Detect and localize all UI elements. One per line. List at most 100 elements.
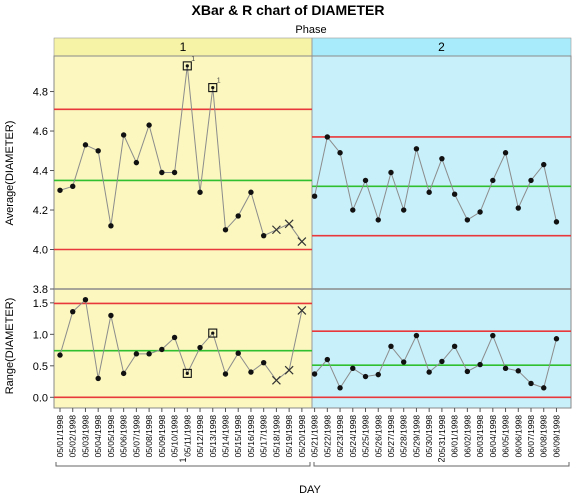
range-point: [197, 344, 203, 351]
range-point: [260, 359, 267, 366]
range-point: [57, 352, 63, 358]
x-tick-label: 06/04/1998: [488, 415, 498, 458]
range-point: [490, 332, 496, 339]
x-tick-label: 06/01/1998: [450, 415, 460, 458]
xbar-point: [553, 219, 560, 225]
xbar-point: [133, 159, 140, 166]
xbar-point: [197, 189, 203, 195]
xbar-series-line-phase-2: [314, 135, 557, 223]
range-point: [337, 385, 343, 391]
x-tick-label: 05/09/1998: [157, 415, 167, 458]
range-point: [528, 380, 534, 387]
x-axis-label: DAY: [299, 484, 321, 496]
phase-1-background: [54, 56, 312, 408]
x-tick-label: 05/30/1998: [424, 415, 434, 458]
phase-bracket-label-2: 2: [437, 457, 447, 462]
range-point: [159, 346, 165, 353]
xbar-point-x: [284, 219, 294, 229]
xbar-point: [541, 161, 547, 168]
x-tick-label: 05/14/1998: [220, 415, 230, 458]
x-tick-label: 06/06/1998: [513, 415, 523, 458]
range-point: [502, 365, 509, 372]
y-axis-label-range: Range(DIAMETER): [4, 298, 16, 395]
axes-layer: 3.8 4.0 4.2 4.4 4.6 4.8 0.0 0.5 1.0 1.5: [33, 38, 572, 409]
range-point: [401, 359, 407, 365]
x-tick-label: 06/05/1998: [501, 415, 511, 458]
x-tick-label: 06/09/1998: [551, 415, 561, 458]
xbar-point: [82, 142, 89, 148]
x-tick-label: 05/10/1998: [170, 415, 180, 458]
phase-bracket-1: [55, 462, 311, 467]
range-point-x: [284, 365, 294, 375]
range-point: [82, 297, 89, 303]
xbar-point-square: [208, 83, 218, 93]
xbar-point: [477, 209, 483, 215]
phase-1-label: 1: [180, 40, 187, 54]
x-tick-label: 05/12/1998: [195, 415, 205, 458]
range-ytick-label: 0.0: [33, 392, 48, 404]
range-point: [311, 371, 318, 377]
x-tick-label: 06/03/1998: [475, 415, 485, 458]
range-point: [515, 368, 521, 374]
range-point: [146, 351, 152, 357]
x-tick-label: 06/02/1998: [462, 415, 472, 458]
xbar-test-flag: 1: [217, 78, 221, 85]
xbar-point: [401, 207, 407, 213]
x-tick-label: 06/08/1998: [539, 415, 549, 458]
x-tick-label: 05/02/1998: [68, 415, 78, 458]
xbar-point: [490, 177, 496, 184]
range-ytick-label: 1.0: [33, 329, 48, 341]
xbar-ytick-label: 3.8: [33, 284, 48, 296]
x-tick-label: 05/04/1998: [93, 415, 103, 458]
xbar-point: [159, 169, 165, 176]
range-ytick-label: 1.5: [33, 298, 48, 310]
chart-title: XBar & R chart of DIAMETER: [192, 2, 385, 18]
x-tick-label: 05/26/1998: [373, 415, 383, 458]
x-tick-label: 05/17/1998: [259, 415, 269, 458]
xbar-ytick-label: 4.4: [33, 166, 48, 178]
xbar-point: [388, 169, 394, 176]
range-point: [439, 358, 445, 365]
phase-2-label: 2: [438, 40, 445, 54]
x-tick-label: 05/15/1998: [233, 415, 243, 458]
x-tick-label: 05/13/1998: [208, 415, 218, 458]
xbar-point: [146, 122, 152, 128]
range-point: [350, 365, 356, 372]
x-tick-label: 05/24/1998: [348, 415, 358, 458]
x-tick-label: 05/31/1998: [437, 415, 447, 458]
xbar-point: [260, 232, 267, 239]
x-axis-layer: 05/01/1998 05/02/1998 05/03/1998 05/04/1998…: [55, 408, 570, 467]
xbar-point: [57, 187, 63, 193]
xbar-point: [502, 150, 509, 156]
xbar-point: [311, 193, 318, 199]
xbar-point: [171, 169, 178, 176]
x-tick-label: 05/21/1998: [310, 415, 320, 458]
xbar-point: [413, 146, 420, 152]
phase-bracket-label-1: 1: [178, 457, 188, 462]
phase-2-background: [312, 56, 571, 408]
range-point: [324, 356, 331, 363]
series-layer: 11: [57, 56, 560, 391]
phase-bracket-2: [313, 462, 570, 467]
x-tick-label: 05/28/1998: [399, 415, 409, 458]
xbar-test-flag: 1: [191, 56, 195, 63]
xbar-point: [108, 223, 114, 229]
x-tick-label: 05/29/1998: [411, 415, 421, 458]
xbar-point: [70, 183, 76, 190]
xbar-point: [528, 177, 534, 184]
range-point: [235, 350, 241, 356]
phase-label: Phase: [295, 24, 326, 36]
x-tick-label: 05/20/1998: [297, 415, 307, 458]
xbar-point: [350, 207, 356, 213]
xbar-point-x: [297, 237, 307, 247]
x-tick-label: 05/03/1998: [80, 415, 90, 458]
xbar-point: [120, 132, 127, 138]
xbar-point: [337, 150, 343, 156]
range-point: [133, 351, 140, 357]
xbar-point: [185, 64, 189, 68]
range-point: [464, 368, 471, 375]
x-tick-label: 05/25/1998: [361, 415, 371, 458]
x-tick-label: 05/19/1998: [284, 415, 294, 458]
range-point-square: [182, 368, 192, 378]
